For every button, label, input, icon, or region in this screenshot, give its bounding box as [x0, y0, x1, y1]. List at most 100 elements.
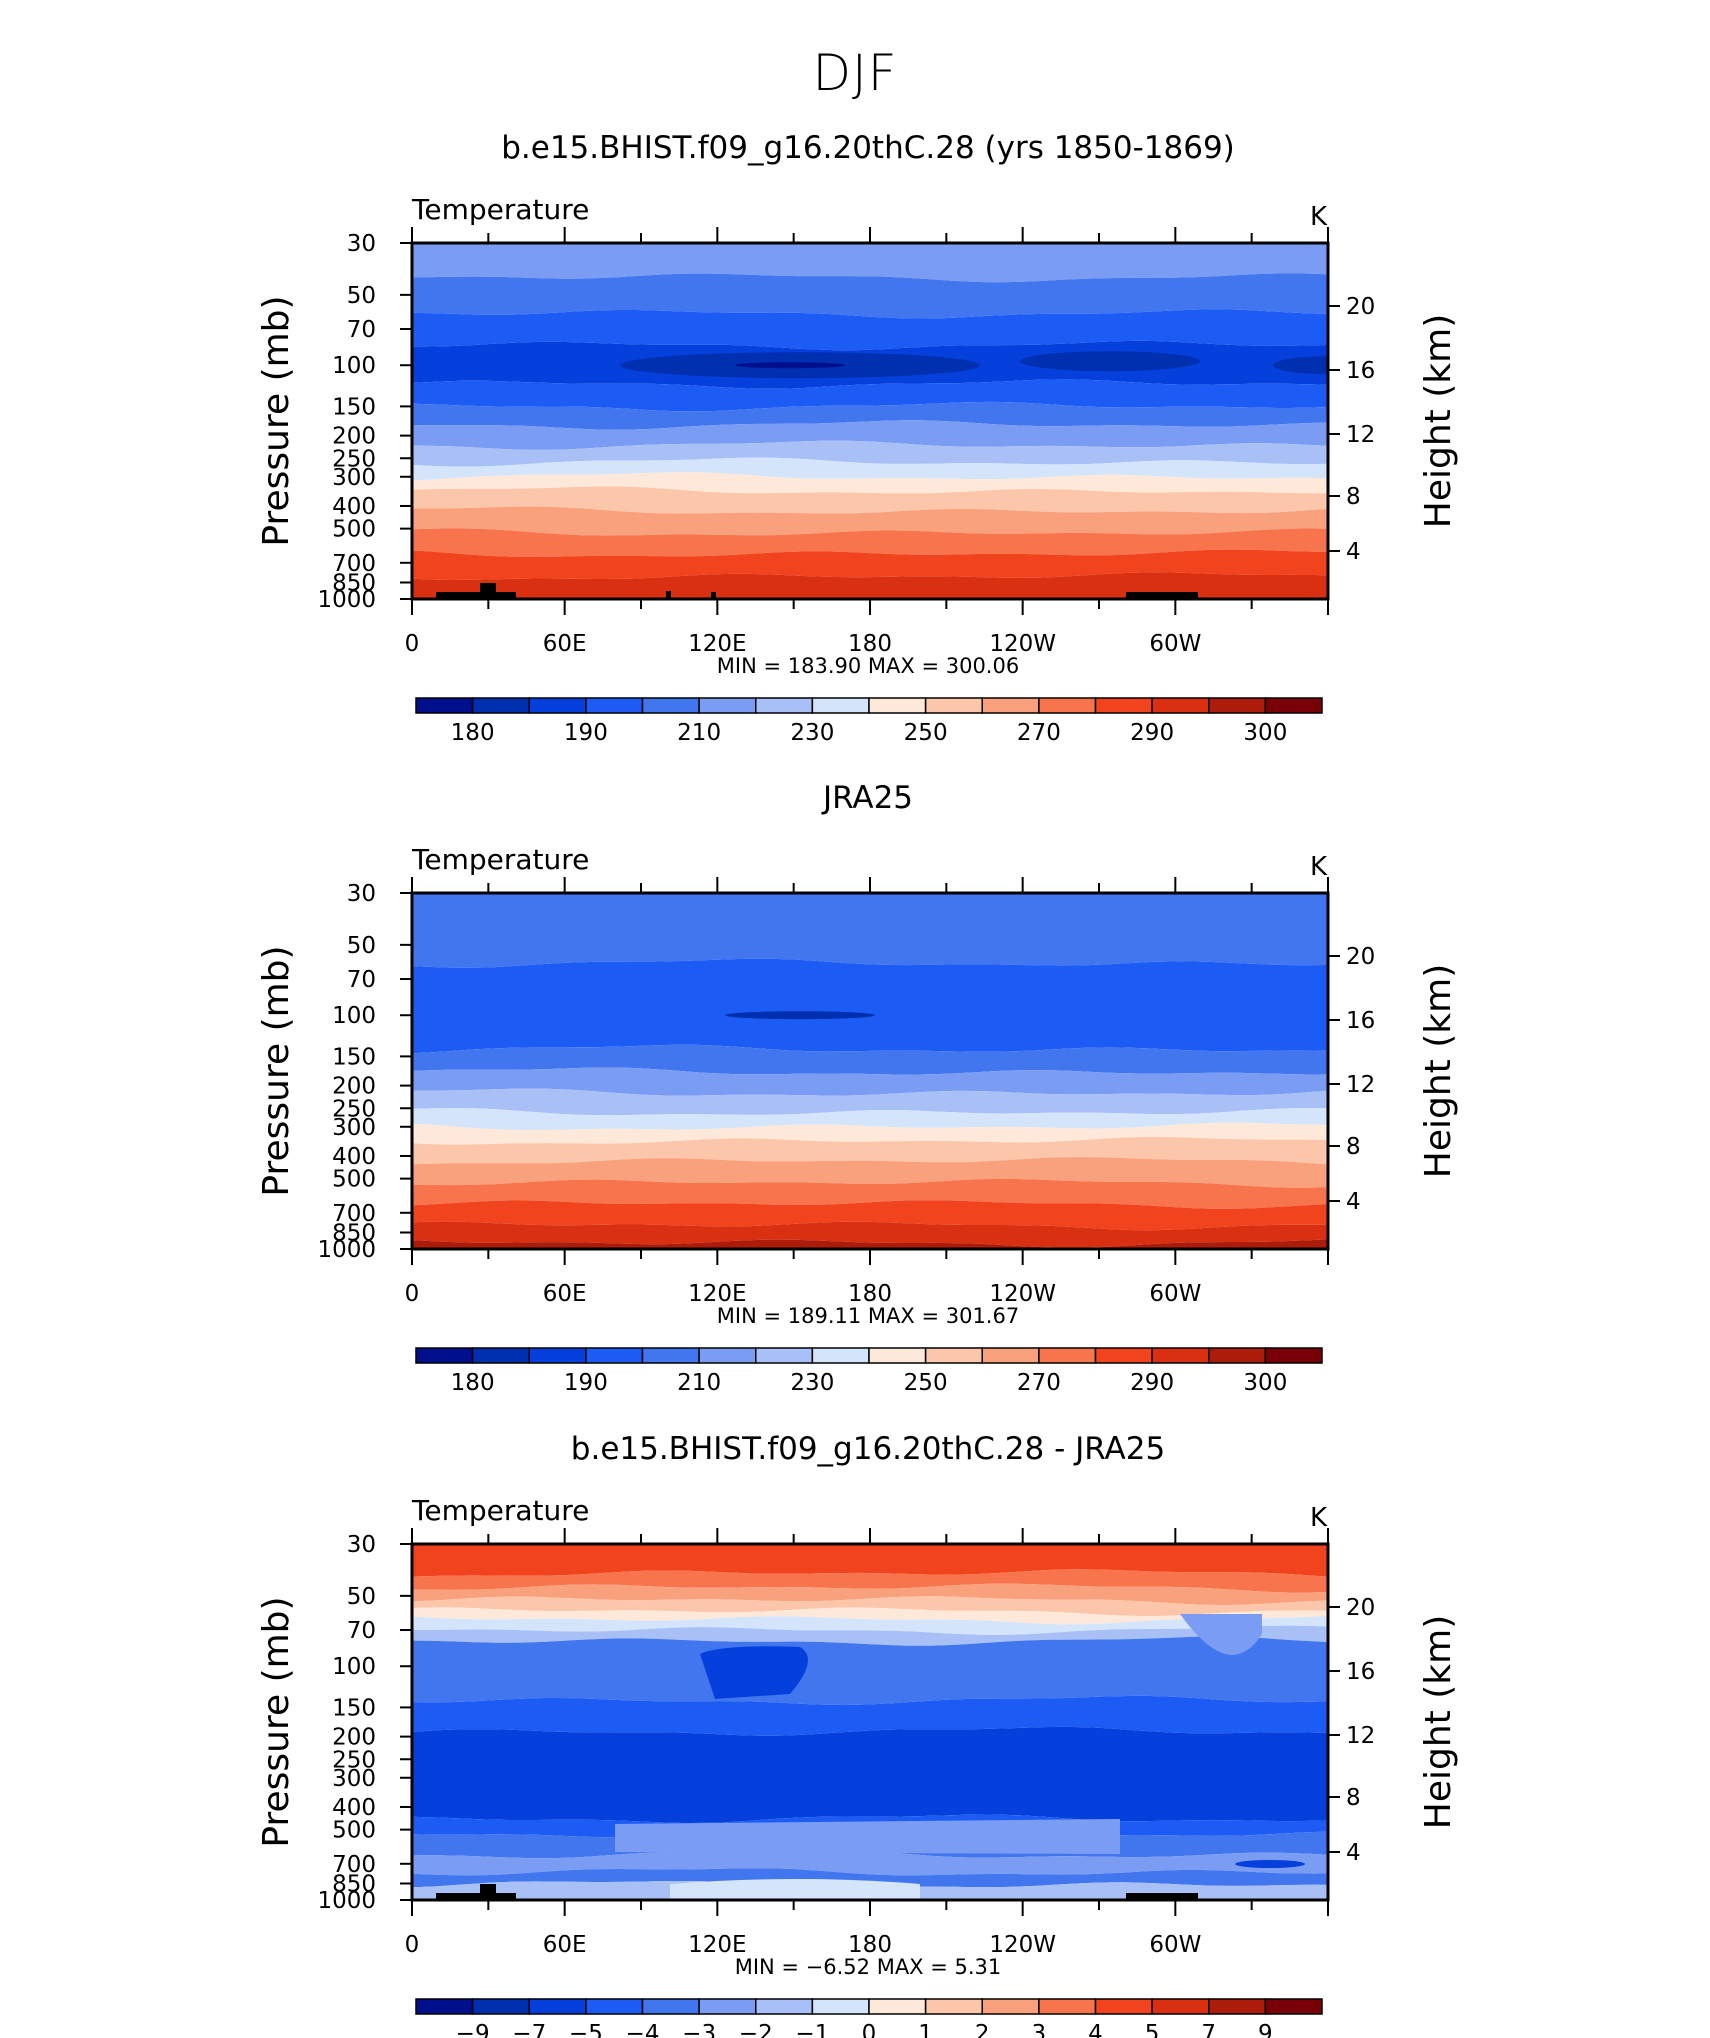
left-axis-label: Pressure (mb) [256, 1596, 297, 1847]
colorbar-swatch [868, 697, 927, 714]
colorbar-tick-label: 300 [1243, 720, 1287, 746]
colorbar-swatch [1038, 1347, 1097, 1364]
colorbar-swatch [868, 1347, 927, 1364]
x-tick-label: 60E [543, 631, 587, 657]
topography-mask [480, 583, 496, 599]
colorbar-swatch [924, 1347, 983, 1364]
right-axis-label: Height (km) [1418, 314, 1459, 528]
height-tick-label: 20 [1346, 294, 1375, 320]
contour-band [615, 1819, 1120, 1854]
colorbar-tick-label: 270 [1017, 1370, 1061, 1396]
x-tick-label: 180 [848, 1281, 892, 1307]
y-tick-label: 150 [332, 1044, 376, 1070]
height-tick-label: 16 [1346, 358, 1375, 384]
contour-band [412, 958, 1328, 1054]
contour-band [412, 1067, 1328, 1096]
colorbar-tick-label: −5 [569, 2021, 603, 2038]
contour-band [412, 893, 1328, 968]
colorbar-swatch [415, 697, 474, 714]
y-tick-label: 100 [332, 1654, 376, 1680]
colorbar-tick-label: 3 [1032, 2021, 1047, 2038]
contour-band [412, 1625, 1328, 1646]
height-tick-label: 16 [1346, 1008, 1375, 1034]
x-tick-label: 180 [848, 1932, 892, 1958]
colorbar-swatch [981, 1998, 1040, 2015]
colorbar-tick-label: 7 [1201, 2021, 1216, 2038]
variable-label: Temperature [411, 193, 589, 226]
contour-band [1273, 356, 1328, 375]
height-tick-label: 20 [1346, 944, 1375, 970]
height-tick-label: 8 [1346, 1785, 1361, 1811]
contour-band [412, 1044, 1328, 1075]
contour-field [412, 893, 1328, 1249]
contour-band [412, 420, 1328, 450]
colorbar-tick-label: −4 [626, 2021, 660, 2038]
colorbar-tick-label: 230 [790, 720, 834, 746]
contour-band [412, 243, 1328, 283]
x-tick-label: 120E [688, 1281, 746, 1307]
x-tick-label: 0 [405, 1932, 420, 1958]
colorbar-tick-label: 230 [790, 1370, 834, 1396]
colorbar-swatch [1094, 1998, 1153, 2015]
contour-band [412, 401, 1328, 430]
y-tick-label: 150 [332, 394, 376, 420]
variable-label: Temperature [411, 1494, 589, 1527]
x-tick-label: 0 [405, 1281, 420, 1307]
height-tick-label: 4 [1346, 1189, 1361, 1215]
contour-band [412, 1636, 1328, 1705]
y-tick-label: 300 [332, 1766, 376, 1792]
colorbar-swatch [415, 1347, 474, 1364]
y-tick-label: 70 [347, 967, 376, 993]
contour-band [412, 1695, 1328, 1736]
chart-panel-1: b.e15.BHIST.f09_g16.20thC.28 (yrs 1850-1… [256, 130, 1459, 746]
y-tick-label: 500 [332, 1818, 376, 1844]
height-tick-label: 12 [1346, 1072, 1375, 1098]
colorbar-swatch [981, 1347, 1040, 1364]
contour-band [412, 440, 1328, 467]
contour-band [412, 528, 1328, 557]
contour-band [412, 486, 1328, 514]
colorbar-swatch [1151, 1347, 1210, 1364]
contour-band [412, 1178, 1328, 1209]
contour-band [412, 506, 1328, 536]
y-tick-label: 300 [332, 1115, 376, 1141]
topography-mask [436, 592, 516, 599]
y-tick-label: 850 [332, 571, 376, 597]
y-tick-label: 200 [332, 1074, 376, 1100]
colorbar-tick-label: 2 [975, 2021, 990, 2038]
topography-mask [666, 591, 671, 599]
y-tick-label: 300 [332, 465, 376, 491]
colorbar-swatch [698, 1998, 757, 2015]
contour-band [412, 1221, 1328, 1248]
colorbar-swatch [1151, 1998, 1210, 2015]
y-tick-label: 70 [347, 317, 376, 343]
panel-title: b.e15.BHIST.f09_g16.20thC.28 (yrs 1850-1… [501, 130, 1235, 166]
colorbar-tick-label: 190 [564, 1370, 608, 1396]
colorbar-tick-label: 290 [1130, 1370, 1174, 1396]
contour-band [412, 1850, 1328, 1876]
colorbar-swatch [528, 1998, 587, 2015]
contour-band [1020, 351, 1200, 372]
contour-band [412, 1596, 1328, 1617]
contour-band [700, 1646, 808, 1699]
colorbar-swatch [1264, 1347, 1323, 1364]
colorbar-swatch [641, 1347, 700, 1364]
colorbar-swatch [528, 1347, 587, 1364]
height-tick-label: 4 [1346, 1840, 1361, 1866]
colorbar-swatch [698, 697, 757, 714]
y-tick-label: 200 [332, 424, 376, 450]
right-axis-label: Height (km) [1418, 1615, 1459, 1829]
x-tick-label: 60W [1149, 631, 1201, 657]
contour-band [412, 1868, 1328, 1889]
contour-band [412, 379, 1328, 412]
y-tick-label: 100 [332, 1003, 376, 1029]
contour-band [412, 273, 1328, 319]
y-tick-label: 100 [332, 353, 376, 379]
colorbar-swatch [585, 1998, 644, 2015]
colorbar: 180 190 210 230 250 270 290 300 [415, 1347, 1323, 1396]
height-tick-label: 12 [1346, 1723, 1375, 1749]
colorbar-swatch [698, 1347, 757, 1364]
colorbar-swatch [1264, 697, 1323, 714]
colorbar-swatch [1208, 1347, 1267, 1364]
colorbar-tick-label: −2 [739, 2021, 773, 2038]
